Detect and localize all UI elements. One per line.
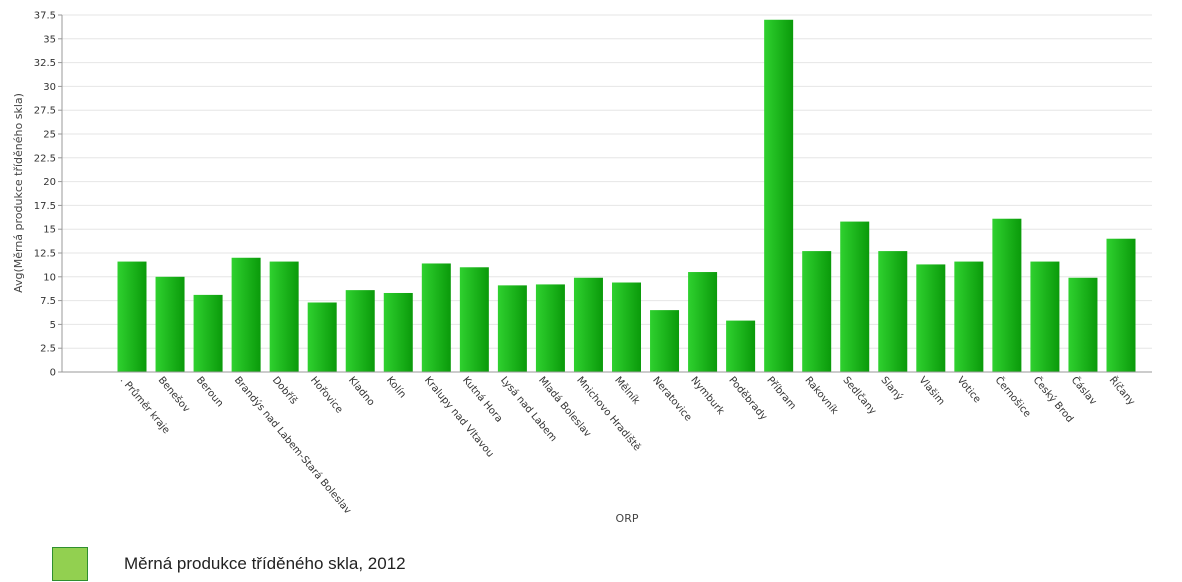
x-tick-label: Kladno [346,375,376,408]
bars [117,19,1136,372]
bar [535,284,565,372]
x-tick-label: Mělník [612,374,642,407]
x-axis-title: ORP [616,512,639,525]
y-tick-label: 27.5 [34,106,56,117]
bar [573,277,603,372]
bar [612,282,641,372]
x-tick-label: Nymburk [688,375,726,417]
bar-chart: 0 2.5 5 7.5 10 12.5 15 17.5 20 22.5 25 27.5 30 32.5 35… [12,11,1152,525]
x-tick-label: Hořovice [308,374,345,415]
x-tick-label: Slaný [878,374,905,403]
y-tick-label: 10 [43,272,56,283]
y-tick-label: 30 [43,82,56,93]
y-tick-label: 17.5 [34,201,56,212]
bar [117,261,147,372]
x-tick-label: Mnichovo Hradiště [574,374,643,453]
x-tick-label: Votice [955,375,983,405]
y-tick-label: 7.5 [40,296,56,307]
bar [840,221,870,372]
x-tick-label: Sedlčany [840,374,878,417]
bar [155,276,185,372]
bar [1106,238,1136,372]
y-tick-label: 15 [43,225,56,236]
bar [345,290,375,372]
y-tick-label: 2.5 [40,344,56,355]
y-tick-label: 0 [50,368,56,379]
bar [764,19,794,372]
bar [916,264,946,372]
bar [421,263,451,372]
x-tick-label: Poděbrady [726,374,769,422]
y-axis-title: Avg(Měrná produkce tříděného skla) [12,93,25,293]
y-tick-label: 20 [43,177,56,188]
axes [61,15,1152,373]
x-tick-label: Kralupy nad Vltavou [422,375,496,460]
y-tick-labels: 0 2.5 5 7.5 10 12.5 15 17.5 20 22.5 25 27.5 30 32.5 35… [34,11,62,379]
gridlines [62,14,1152,349]
bar [1068,277,1098,372]
bar [954,261,984,372]
legend-label: Měrná produkce tříděného skla, 2012 [124,554,406,573]
bar [307,302,337,372]
legend-swatch [52,547,88,581]
x-tick-label: Černošice [993,374,1035,420]
bar [992,218,1022,372]
y-tick-label: 12.5 [34,249,56,260]
x-tick-label: Dobříš [270,374,300,406]
y-tick-label: 35 [43,34,56,45]
x-tick-label: Beroun [194,375,225,409]
bar [726,320,756,372]
y-tick-label: 32.5 [34,58,56,69]
bar [802,251,832,372]
bar [269,261,299,372]
bar [1030,261,1060,372]
bar [459,267,489,372]
x-tick-label: Benešov [156,374,193,415]
x-tick-label: Vlašim [917,374,948,407]
bar [650,310,680,372]
y-tick-label: 25 [43,130,56,141]
x-tick-label: Rakovník [802,374,840,417]
bar [193,294,223,372]
bar [878,251,908,372]
y-tick-label: 22.5 [34,153,56,164]
bar [688,272,718,372]
x-tick-label: Říčany [1107,374,1139,408]
x-tick-label: Příbram [764,374,798,412]
bar [497,285,527,372]
bar [231,257,261,372]
x-tick-label: Čáslav [1069,374,1100,408]
x-tick-label: Kolín [384,374,409,400]
x-tick-label: Neratovice [650,375,693,424]
y-tick-label: 37.5 [34,11,56,22]
bar [383,292,413,372]
y-tick-label: 5 [50,320,56,331]
legend: Měrná produkce tříděného skla, 2012 [52,546,406,582]
